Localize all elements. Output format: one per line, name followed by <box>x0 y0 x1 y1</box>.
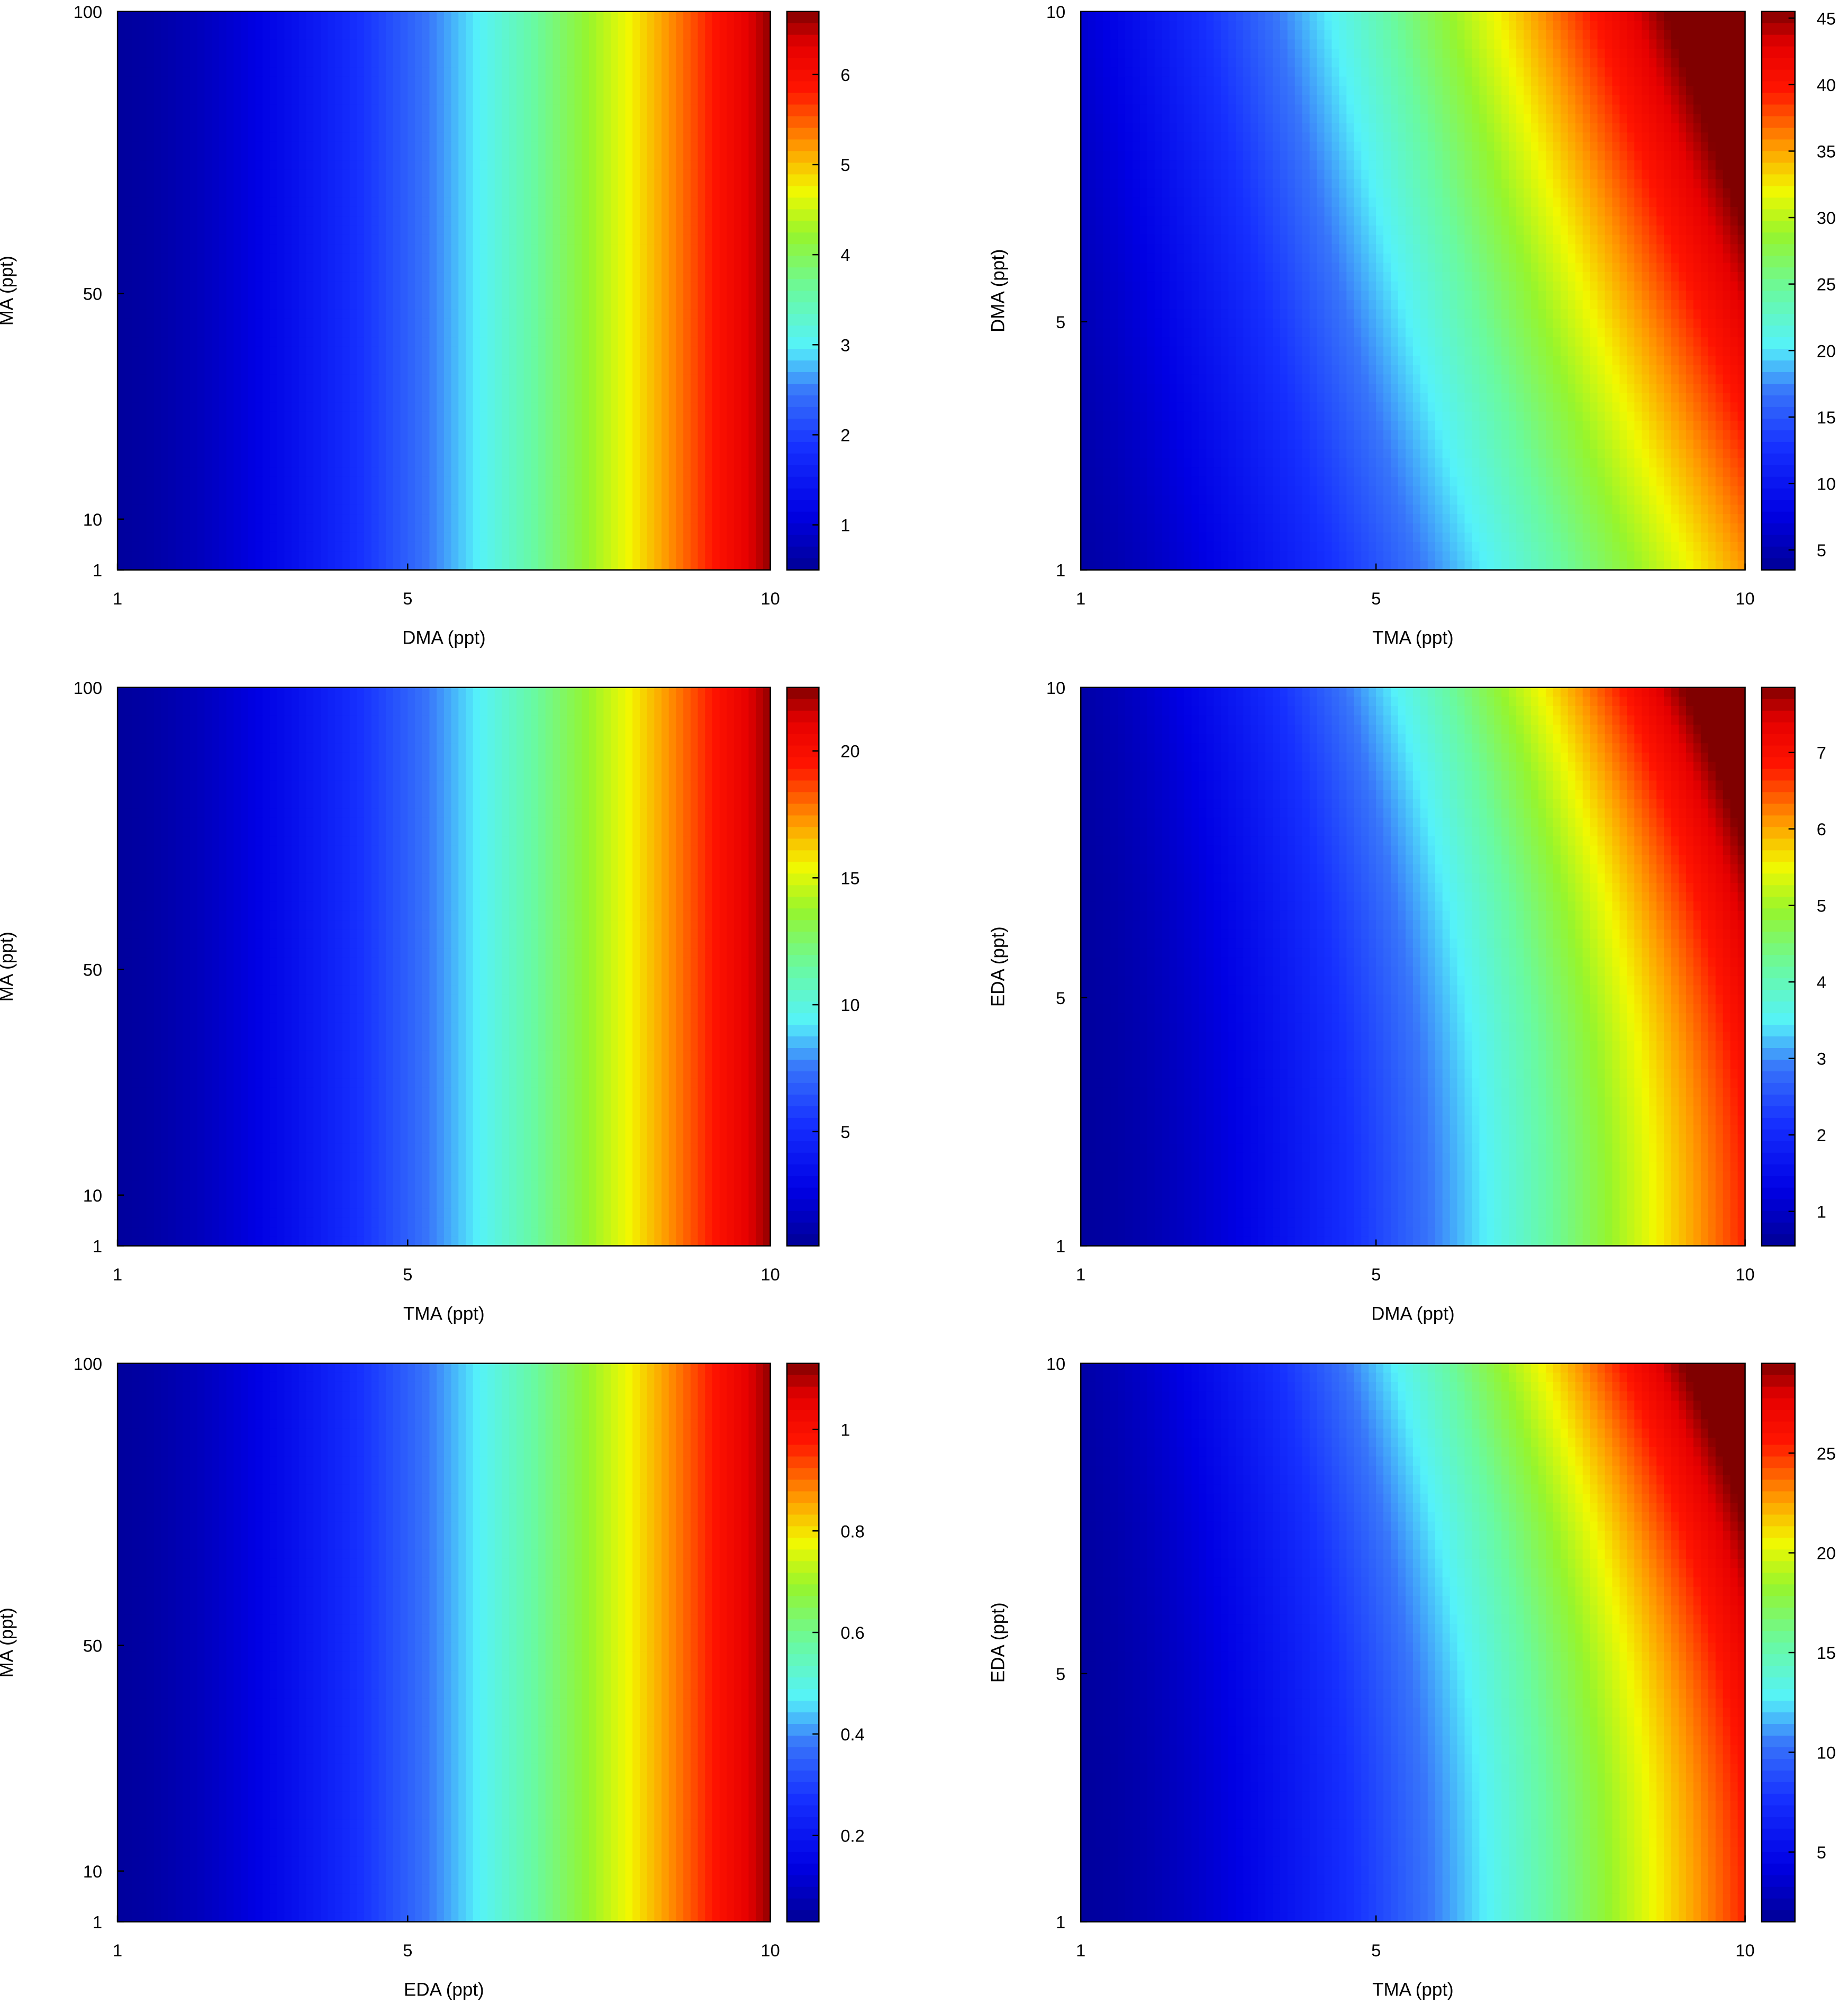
heatmap-cell <box>117 95 125 105</box>
heatmap-cell <box>117 430 125 440</box>
heatmap-cell <box>117 374 125 384</box>
heatmap-cell <box>117 467 125 477</box>
heatmap-cell <box>117 495 125 505</box>
heatmap-cell <box>117 114 125 124</box>
heatmap-cell <box>117 421 125 431</box>
heatmap-cell <box>117 30 125 40</box>
heatmap-cell <box>117 197 125 207</box>
heatmap-cell <box>117 132 125 142</box>
heatmap-cell <box>117 504 125 514</box>
heatmap-cell <box>117 561 125 571</box>
heatmap-cell <box>117 458 125 468</box>
heatmap-cell <box>117 309 125 319</box>
heatmap-cell <box>117 76 125 86</box>
heatmap-cell <box>117 300 125 310</box>
heatmap-cell <box>117 188 125 198</box>
heatmap-cell <box>117 123 125 133</box>
heatmap-cell <box>117 49 125 59</box>
heatmap-cell <box>117 281 125 291</box>
heatmap-cell <box>117 523 125 533</box>
heatmap-cell <box>117 402 125 412</box>
heatmap-cell <box>117 449 125 459</box>
heatmap-cell <box>117 532 125 543</box>
heatmap-cell <box>117 356 125 366</box>
heatmap-cell <box>117 476 125 486</box>
heatmap-cell <box>117 104 125 114</box>
heatmap-cell <box>117 384 125 394</box>
heatmap-cells <box>117 11 771 571</box>
heatmap-cell <box>117 318 125 329</box>
heatmap-cell <box>117 67 125 77</box>
heatmap-cell <box>117 551 125 561</box>
heatmap-cell <box>117 141 125 152</box>
heatmap-cell <box>117 337 125 347</box>
heatmap-cell <box>117 225 125 236</box>
heatmap-cell <box>117 39 125 49</box>
heatmap-cell <box>117 169 125 179</box>
heatmap-cell <box>117 393 125 403</box>
heatmap-cell <box>117 439 125 449</box>
heatmap-cell <box>117 328 125 338</box>
heatmap-cell <box>117 272 125 282</box>
heatmap-cell <box>117 206 125 217</box>
heatmap-cell <box>117 244 125 254</box>
heatmap-cell <box>117 263 125 273</box>
heatmap-cell <box>117 346 125 356</box>
heatmap-cell <box>117 58 125 68</box>
heatmap-cell <box>117 234 125 245</box>
heatmap-cell <box>117 253 125 264</box>
heatmap-cell <box>117 541 125 552</box>
heatmap-cell <box>117 411 125 421</box>
heatmap-cell <box>117 21 125 31</box>
heatmap-cell <box>117 160 125 170</box>
heatmap-cell <box>117 151 125 161</box>
heatmap-cell <box>117 86 125 96</box>
heatmap-cell <box>117 365 125 375</box>
heatmap-cell <box>117 216 125 226</box>
heatmap-cell <box>117 11 125 21</box>
heatmap-cell <box>117 179 125 189</box>
heatmap-cell <box>117 486 125 496</box>
